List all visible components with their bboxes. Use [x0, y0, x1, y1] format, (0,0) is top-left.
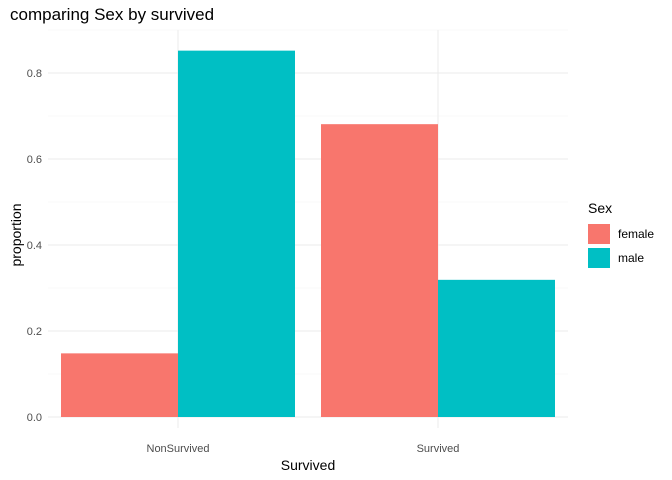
legend-label-male: male [618, 251, 644, 265]
bar-female-survived [321, 124, 438, 418]
x-tick-labels: NonSurvived Survived [147, 443, 460, 455]
bar-male-survived [438, 279, 555, 417]
legend: Sex female male [588, 200, 654, 268]
x-tick-label: Survived [417, 443, 460, 455]
bars [61, 50, 555, 418]
bar-male-nonsurvived [178, 50, 295, 417]
legend-key-male [588, 248, 610, 268]
legend-label-female: female [618, 227, 654, 241]
chart-title: comparing Sex by survived [10, 5, 215, 24]
y-tick-label: 0.0 [27, 412, 42, 424]
y-tick-label: 0.2 [27, 326, 42, 338]
y-tick-labels: 0.0 0.2 0.4 0.6 0.8 [27, 68, 42, 424]
legend-key-female [588, 224, 610, 244]
bar-female-nonsurvived [61, 353, 178, 417]
legend-title: Sex [588, 200, 612, 216]
y-tick-label: 0.4 [27, 240, 42, 252]
x-axis-title: Survived [281, 457, 335, 473]
y-tick-label: 0.8 [27, 68, 42, 80]
y-tick-label: 0.6 [27, 154, 42, 166]
y-axis-title: proportion [8, 203, 24, 266]
x-tick-label: NonSurvived [147, 443, 210, 455]
